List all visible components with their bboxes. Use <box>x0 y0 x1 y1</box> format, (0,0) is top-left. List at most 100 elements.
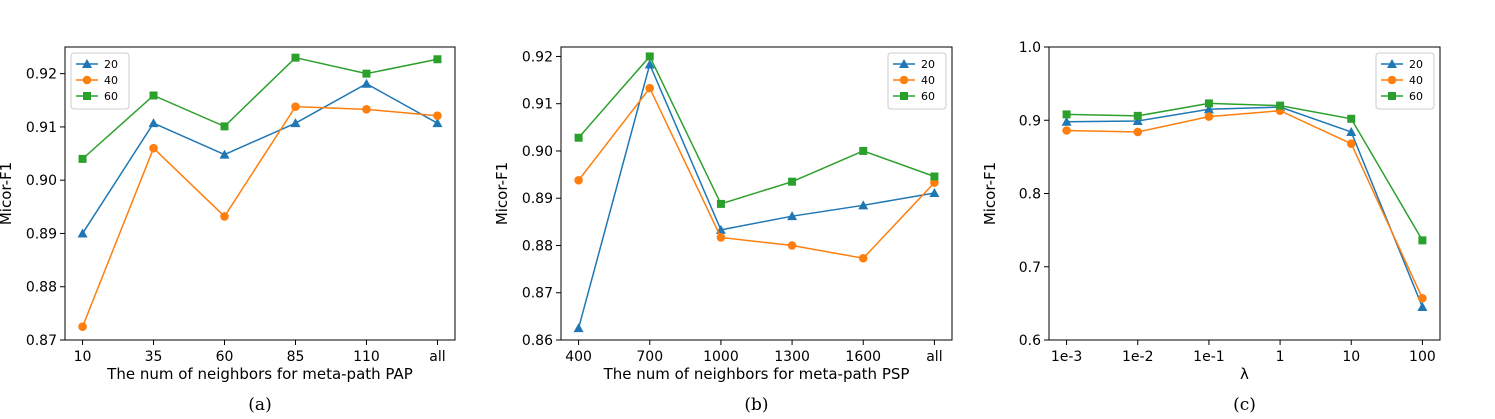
x-axis-label: The num of neighbors for meta-path PSP <box>603 365 910 383</box>
x-tick-label: all <box>926 349 942 365</box>
y-tick-label: 0.9 <box>1019 113 1041 129</box>
x-tick-label: 110 <box>353 349 380 365</box>
data-point-20 <box>290 118 301 128</box>
data-point-40 <box>1204 112 1214 121</box>
y-tick-label: 0.90 <box>26 173 57 189</box>
series-line-40 <box>578 86 935 260</box>
legend-label-60: 60 <box>104 90 118 103</box>
data-point-60 <box>1276 101 1285 110</box>
data-point-20 <box>644 59 655 69</box>
data-point-40 <box>433 111 442 121</box>
legend-marker-40 <box>899 75 909 85</box>
data-point-40 <box>78 322 87 331</box>
y-tick-label: 0.87 <box>26 333 57 349</box>
data-point-40 <box>574 175 583 185</box>
data-point-20 <box>573 323 584 333</box>
x-tick-label: 1e-3 <box>1051 349 1082 365</box>
y-tick-label: 0.89 <box>26 226 57 242</box>
data-point-60 <box>362 69 371 78</box>
y-axis-label: Micor-F1 <box>981 162 999 225</box>
data-point-40 <box>1346 139 1356 148</box>
series-line-40 <box>81 105 438 327</box>
data-point-60 <box>1418 236 1427 245</box>
data-point-60 <box>930 172 939 181</box>
legend-marker-40 <box>82 75 92 85</box>
x-tick-label: all <box>429 349 445 365</box>
data-point-60 <box>1133 111 1142 120</box>
x-tick-label: 700 <box>636 349 663 365</box>
y-tick-label: 0.91 <box>522 97 553 113</box>
data-point-20 <box>432 118 443 128</box>
data-point-60 <box>1347 114 1356 123</box>
data-point-20 <box>361 78 372 88</box>
legend-label-20: 20 <box>921 58 935 71</box>
data-point-40 <box>716 233 726 242</box>
data-point-40 <box>220 212 229 221</box>
series-line-20 <box>81 82 438 234</box>
data-point-20 <box>219 149 230 159</box>
data-point-20 <box>1417 302 1428 312</box>
data-point-40 <box>1418 293 1427 303</box>
legend-box <box>70 52 130 110</box>
data-point-20 <box>929 188 940 198</box>
data-point-20 <box>1132 115 1143 125</box>
legend-marker-20 <box>82 59 92 68</box>
legend-marker-60 <box>83 92 91 100</box>
x-axis-label: λ <box>1240 365 1249 383</box>
legend-marker-20 <box>1387 59 1397 68</box>
y-tick-label: 0.88 <box>522 238 553 254</box>
data-point-60 <box>788 177 797 186</box>
data-point-60 <box>1204 99 1213 108</box>
data-point-20 <box>1061 116 1072 126</box>
legend-label-40: 40 <box>1409 74 1423 87</box>
x-tick-label: 1e-1 <box>1193 349 1224 365</box>
y-tick-label: 0.8 <box>1019 187 1041 203</box>
data-point-20 <box>858 200 869 210</box>
data-point-40 <box>149 143 158 153</box>
data-point-60 <box>291 53 300 62</box>
panel-caption: (b) <box>744 395 768 415</box>
data-point-60 <box>78 154 87 163</box>
legend-label-60: 60 <box>1409 90 1423 103</box>
x-tick-label: 10 <box>1342 349 1360 365</box>
data-point-20 <box>1203 104 1214 114</box>
data-point-60 <box>859 146 868 155</box>
legend-label-60: 60 <box>921 90 935 103</box>
legend-box <box>1375 52 1435 110</box>
legend-box <box>887 52 947 110</box>
y-tick-label: 1.0 <box>1019 40 1041 56</box>
x-tick-label: 10 <box>74 349 92 365</box>
data-point-20 <box>148 118 159 128</box>
series-line-60 <box>1066 102 1424 241</box>
y-tick-label: 0.90 <box>522 144 553 160</box>
data-point-40 <box>1062 126 1071 135</box>
y-tick-label: 0.92 <box>26 67 57 83</box>
data-point-60 <box>574 133 583 142</box>
x-tick-label: 100 <box>1409 349 1436 365</box>
y-axis-label: Micor-F1 <box>0 162 15 225</box>
series-line-20 <box>1066 106 1424 308</box>
series-line-40 <box>1066 109 1424 299</box>
legend-label-20: 20 <box>104 58 118 71</box>
data-point-40 <box>787 241 797 250</box>
panel-caption: (c) <box>1233 395 1256 415</box>
x-tick-label: 1600 <box>845 349 881 365</box>
panel-caption: (a) <box>248 395 271 415</box>
y-tick-label: 0.7 <box>1019 260 1041 276</box>
legend-marker-60 <box>1388 92 1396 100</box>
legend-marker-60 <box>900 92 908 100</box>
data-point-60 <box>149 91 158 100</box>
x-tick-label: 60 <box>216 349 234 365</box>
data-point-20 <box>1346 126 1357 136</box>
plot-area-1 <box>560 46 953 341</box>
legend-label-20: 20 <box>1409 58 1423 71</box>
x-tick-label: 1300 <box>774 349 810 365</box>
y-tick-label: 0.92 <box>522 49 553 65</box>
x-tick-label: 400 <box>565 349 592 365</box>
y-axis-label: Micor-F1 <box>493 162 511 225</box>
y-tick-label: 0.88 <box>26 280 57 296</box>
x-tick-label: 85 <box>287 349 305 365</box>
x-tick-label: 35 <box>145 349 163 365</box>
data-point-20 <box>77 228 88 238</box>
